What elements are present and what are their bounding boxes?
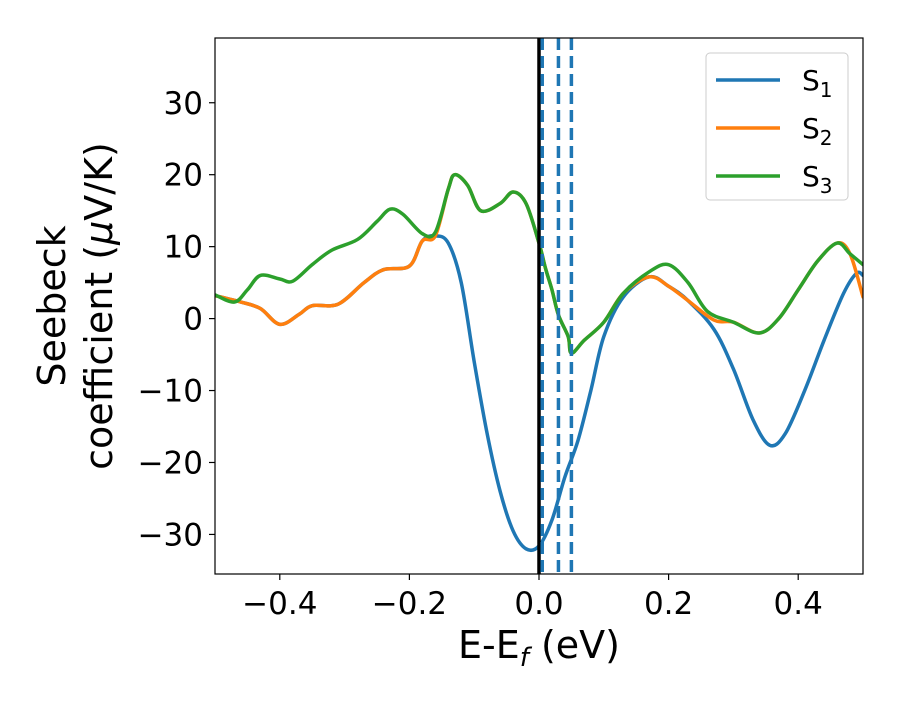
y-tick-label: −30 — [138, 517, 203, 553]
y-tick-label: 20 — [164, 158, 203, 194]
x-tick-label: 0.2 — [644, 586, 693, 622]
vertical-lines-layer — [537, 38, 574, 574]
x-tick-label: −0.4 — [242, 586, 317, 622]
legend-label-s1: S1 — [802, 64, 833, 102]
legend-label-s2: S2 — [802, 112, 833, 150]
y-axis-ticks: −30 −20 −10 0 10 20 30 — [138, 86, 215, 553]
x-tick-label: 0.4 — [774, 586, 823, 622]
y-tick-label: 30 — [164, 86, 203, 122]
y-tick-label: −10 — [138, 374, 203, 410]
y-tick-label: 10 — [164, 230, 203, 266]
y-tick-label: 0 — [183, 302, 203, 338]
x-axis-label: E-Ef (eV) — [458, 623, 620, 673]
x-tick-label: −0.2 — [372, 586, 447, 622]
y-axis-label-line1: Seebeck — [30, 225, 74, 386]
legend-label-s3: S3 — [802, 160, 833, 198]
legend: S1 S2 S3 — [705, 52, 849, 201]
y-axis-label-line2: coefficient (μV/K) — [77, 142, 121, 470]
y-tick-label: −20 — [138, 445, 203, 481]
x-axis-ticks: −0.4 −0.2 0.0 0.2 0.4 — [242, 574, 823, 622]
x-tick-label: 0.0 — [514, 586, 563, 622]
y-axis-label-group: Seebeck coefficient (μV/K) — [30, 142, 121, 470]
series-line-s3 — [215, 172, 863, 355]
